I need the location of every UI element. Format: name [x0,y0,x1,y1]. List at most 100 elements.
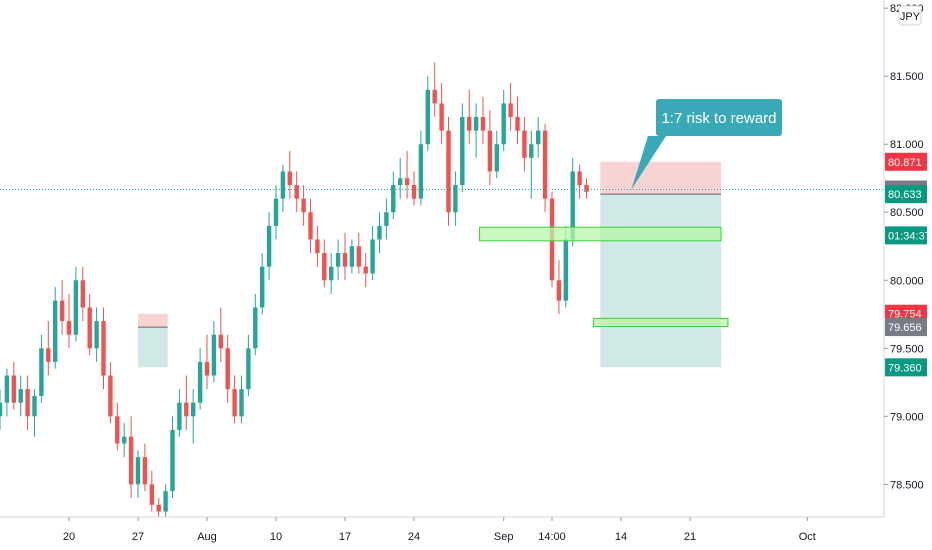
candle [404,151,410,199]
candle [536,117,541,158]
candle [453,171,458,226]
support-zone[interactable] [479,226,722,242]
candle [246,334,251,396]
candle-body [418,144,424,199]
candle [460,103,465,192]
candle-body [377,225,382,240]
candle-body [115,416,120,444]
candle-body [384,212,389,226]
candle [142,443,148,492]
candle [4,368,10,417]
candle [80,266,85,322]
candle-body [101,321,106,376]
candle-body [515,117,520,131]
time-axis[interactable]: 20 27 Aug 10 17 24 Sep 14:00 14 21 Oct [0,516,884,543]
candle [363,253,368,288]
candle [384,198,389,240]
candle [191,389,196,444]
candle-body [239,389,244,417]
callout-tail [631,136,666,190]
candle [39,334,44,403]
candle-body [577,171,582,186]
stop-loss-area [138,313,168,328]
candle [211,321,217,383]
price-axis-background [884,0,932,517]
candle-body [501,103,506,145]
price-badge-label: 01:34:37 [888,230,931,242]
y-tick-label: 80.000 [890,275,924,287]
candle [342,232,348,281]
candle-body [494,144,499,172]
y-tick-label: 79.500 [890,343,924,355]
candle [398,157,403,199]
callout-text: 1:7 risk to reward [661,110,776,127]
candle [467,89,472,145]
candle-body [335,253,341,267]
candle [418,130,424,206]
candle-body [218,334,223,349]
drawing-overlays[interactable] [138,161,729,368]
candle-body [266,225,272,267]
candle [225,334,230,403]
candle-body [211,334,217,376]
candle [115,402,120,451]
candle-body [563,239,568,301]
candle [87,293,92,356]
candle [46,321,51,376]
candle [101,307,106,390]
candle-body [542,130,548,199]
candle-body [80,280,85,308]
callout-box[interactable] [656,99,782,136]
candle-body [329,266,334,281]
long-position-tool[interactable] [600,161,722,368]
candle [273,185,279,240]
x-tick-label: Oct [799,531,816,543]
candle-body [232,389,237,417]
price-badge-box [885,185,927,204]
candle-body [570,171,575,240]
price-axis[interactable]: 82.00081.50081.00080.50080.00079.50079.0… [883,0,932,517]
candle-body [177,402,182,430]
candle [25,375,30,430]
candle-body [135,457,141,485]
candle-body [73,280,79,335]
callout[interactable]: 1:7 risk to reward [631,99,782,190]
price-badge-box [885,152,927,171]
candle [508,82,513,131]
candle [287,151,292,199]
candle-body [94,321,99,349]
candle-body [142,457,148,485]
x-tick-label: Sep [494,531,514,543]
symbol-badge[interactable]: JPY [898,5,922,26]
candle-body [487,130,493,172]
candle [53,287,58,369]
support-zone[interactable] [592,317,729,328]
candle-body [25,389,30,417]
price-badge-label: 80.871 [888,157,922,169]
candle [432,62,437,118]
candle [108,361,113,424]
candle [11,361,16,410]
x-tick-label: 27 [132,531,144,543]
symbol-badge-box [898,5,922,26]
price-badge: 80.871 [885,152,927,171]
candle [197,348,203,410]
candle-body [149,484,154,505]
candle-body [32,395,37,417]
candle [487,110,493,186]
candle [266,212,272,281]
candle [480,96,486,145]
long-position-tool[interactable] [138,313,168,368]
candle-body [4,375,10,403]
take-profit-area [138,327,168,368]
candle-body [0,402,3,417]
candle-body [280,171,286,199]
candle [170,416,175,498]
candle-body [308,212,313,240]
candle [446,117,451,226]
x-tick-label: 20 [63,531,75,543]
candle-body [253,307,258,349]
candle-body [404,178,410,186]
candle-body [480,117,486,131]
